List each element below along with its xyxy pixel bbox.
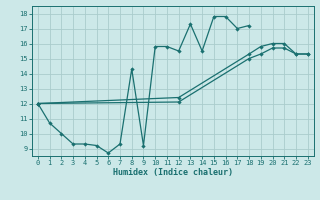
X-axis label: Humidex (Indice chaleur): Humidex (Indice chaleur) — [113, 168, 233, 177]
